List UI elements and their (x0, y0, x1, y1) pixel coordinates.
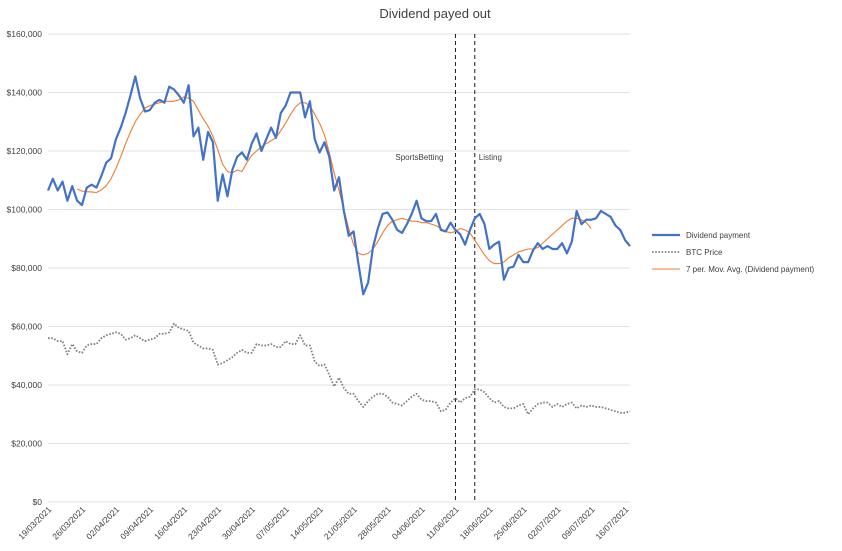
x-tick-label: 25/06/2021 (492, 504, 529, 541)
y-tick-label: $0 (33, 497, 43, 507)
y-axis-ticks: $0 $20,000 $40,000 $60,000 $80,000 $100,000 $1… (7, 29, 43, 507)
y-tick-label: $80,000 (11, 263, 42, 273)
x-tick-label: 09/07/2021 (559, 504, 596, 541)
y-tick-label: $160,000 (7, 29, 43, 39)
y-tick-label: $60,000 (11, 322, 42, 332)
x-tick-label: 02/04/2021 (84, 504, 121, 541)
x-tick-label: 02/07/2021 (526, 504, 563, 541)
x-tick-label: 11/06/2021 (424, 504, 461, 541)
legend-label: BTC Price (686, 248, 723, 257)
chart-title: Dividend payed out (379, 6, 491, 21)
x-tick-label: 21/05/2021 (322, 504, 359, 541)
x-tick-label: 04/06/2021 (390, 504, 427, 541)
x-tick-label: 14/05/2021 (288, 504, 325, 541)
x-tick-label: 09/04/2021 (118, 504, 155, 541)
series-lines (46, 75, 631, 416)
x-tick-label: 28/05/2021 (356, 504, 393, 541)
gridlines (48, 33, 630, 503)
annotation-label: SportsBetting (395, 153, 443, 162)
x-tick-label: 30/04/2021 (220, 504, 257, 541)
series-line (48, 322, 631, 416)
x-tick-label: 18/06/2021 (458, 504, 495, 541)
x-axis-ticks: 19/03/202126/03/202102/04/202109/04/2021… (16, 504, 630, 541)
x-tick-label: 07/05/2021 (254, 504, 291, 541)
y-tick-label: $120,000 (7, 146, 43, 156)
x-tick-label: 16/04/2021 (152, 504, 189, 541)
y-tick-label: $20,000 (11, 439, 42, 449)
y-tick-label: $100,000 (7, 205, 43, 215)
annotations: SportsBetting Listing (395, 34, 502, 502)
legend-label: 7 per. Mov. Avg. (Dividend payment) (686, 265, 815, 274)
y-tick-label: $40,000 (11, 380, 42, 390)
x-tick-label: 23/04/2021 (186, 504, 223, 541)
series-line (76, 96, 592, 265)
x-tick-label: 16/07/2021 (593, 504, 630, 541)
annotation-label: Listing (479, 153, 502, 162)
x-tick-label: 26/03/2021 (50, 504, 87, 541)
y-tick-label: $140,000 (7, 88, 43, 98)
series-line (46, 75, 631, 296)
legend: Dividend payment BTC Price 7 per. Mov. Avg… (652, 231, 815, 274)
x-tick-label: 19/03/2021 (16, 504, 53, 541)
legend-label: Dividend payment (686, 231, 751, 240)
